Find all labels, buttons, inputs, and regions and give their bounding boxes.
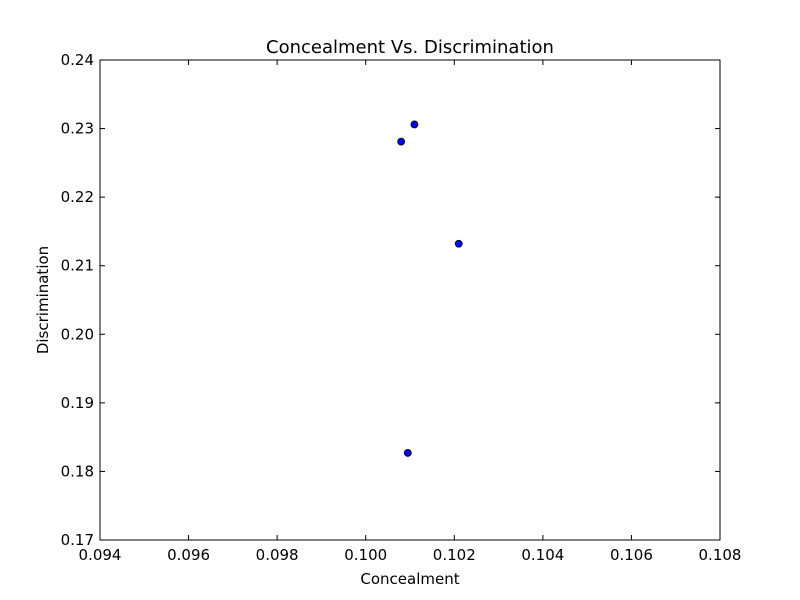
y-tick-label: 0.23 [61,120,94,138]
x-tick-label: 0.100 [344,546,387,564]
x-tick-label: 0.098 [256,546,299,564]
scatter-point [410,120,419,129]
x-tick-label: 0.106 [610,546,653,564]
x-axis-label: Concealment [360,570,459,588]
scatter-point [397,137,406,146]
plot-frame [99,59,721,541]
x-tick-label: 0.108 [699,546,742,564]
x-axis-ticks: 0.094 0.096 0.098 0.100 0.102 0.104 0.106 0.108 [79,60,742,564]
x-tick-label: 0.096 [167,546,210,564]
y-tick-label: 0.17 [61,531,94,549]
x-tick-label: 0.102 [433,546,476,564]
x-tick-label: 0.094 [79,546,122,564]
y-axis-label: Discrimination [34,246,52,354]
y-tick-label: 0.22 [61,188,94,206]
y-axis-ticks: 0.17 0.18 0.19 0.20 0.21 0.22 0.23 0.24 [61,51,720,549]
chart-title: Concealment Vs. Discrimination [266,37,554,58]
y-tick-label: 0.18 [61,462,94,480]
y-tick-label: 0.19 [61,394,94,412]
scatter-point [454,239,463,248]
y-tick-label: 0.20 [61,325,94,343]
scatter-point [403,449,412,457]
y-tick-label: 0.24 [61,51,94,69]
data-points [397,120,463,457]
x-tick-label: 0.104 [521,546,564,564]
y-tick-label: 0.21 [61,257,94,275]
